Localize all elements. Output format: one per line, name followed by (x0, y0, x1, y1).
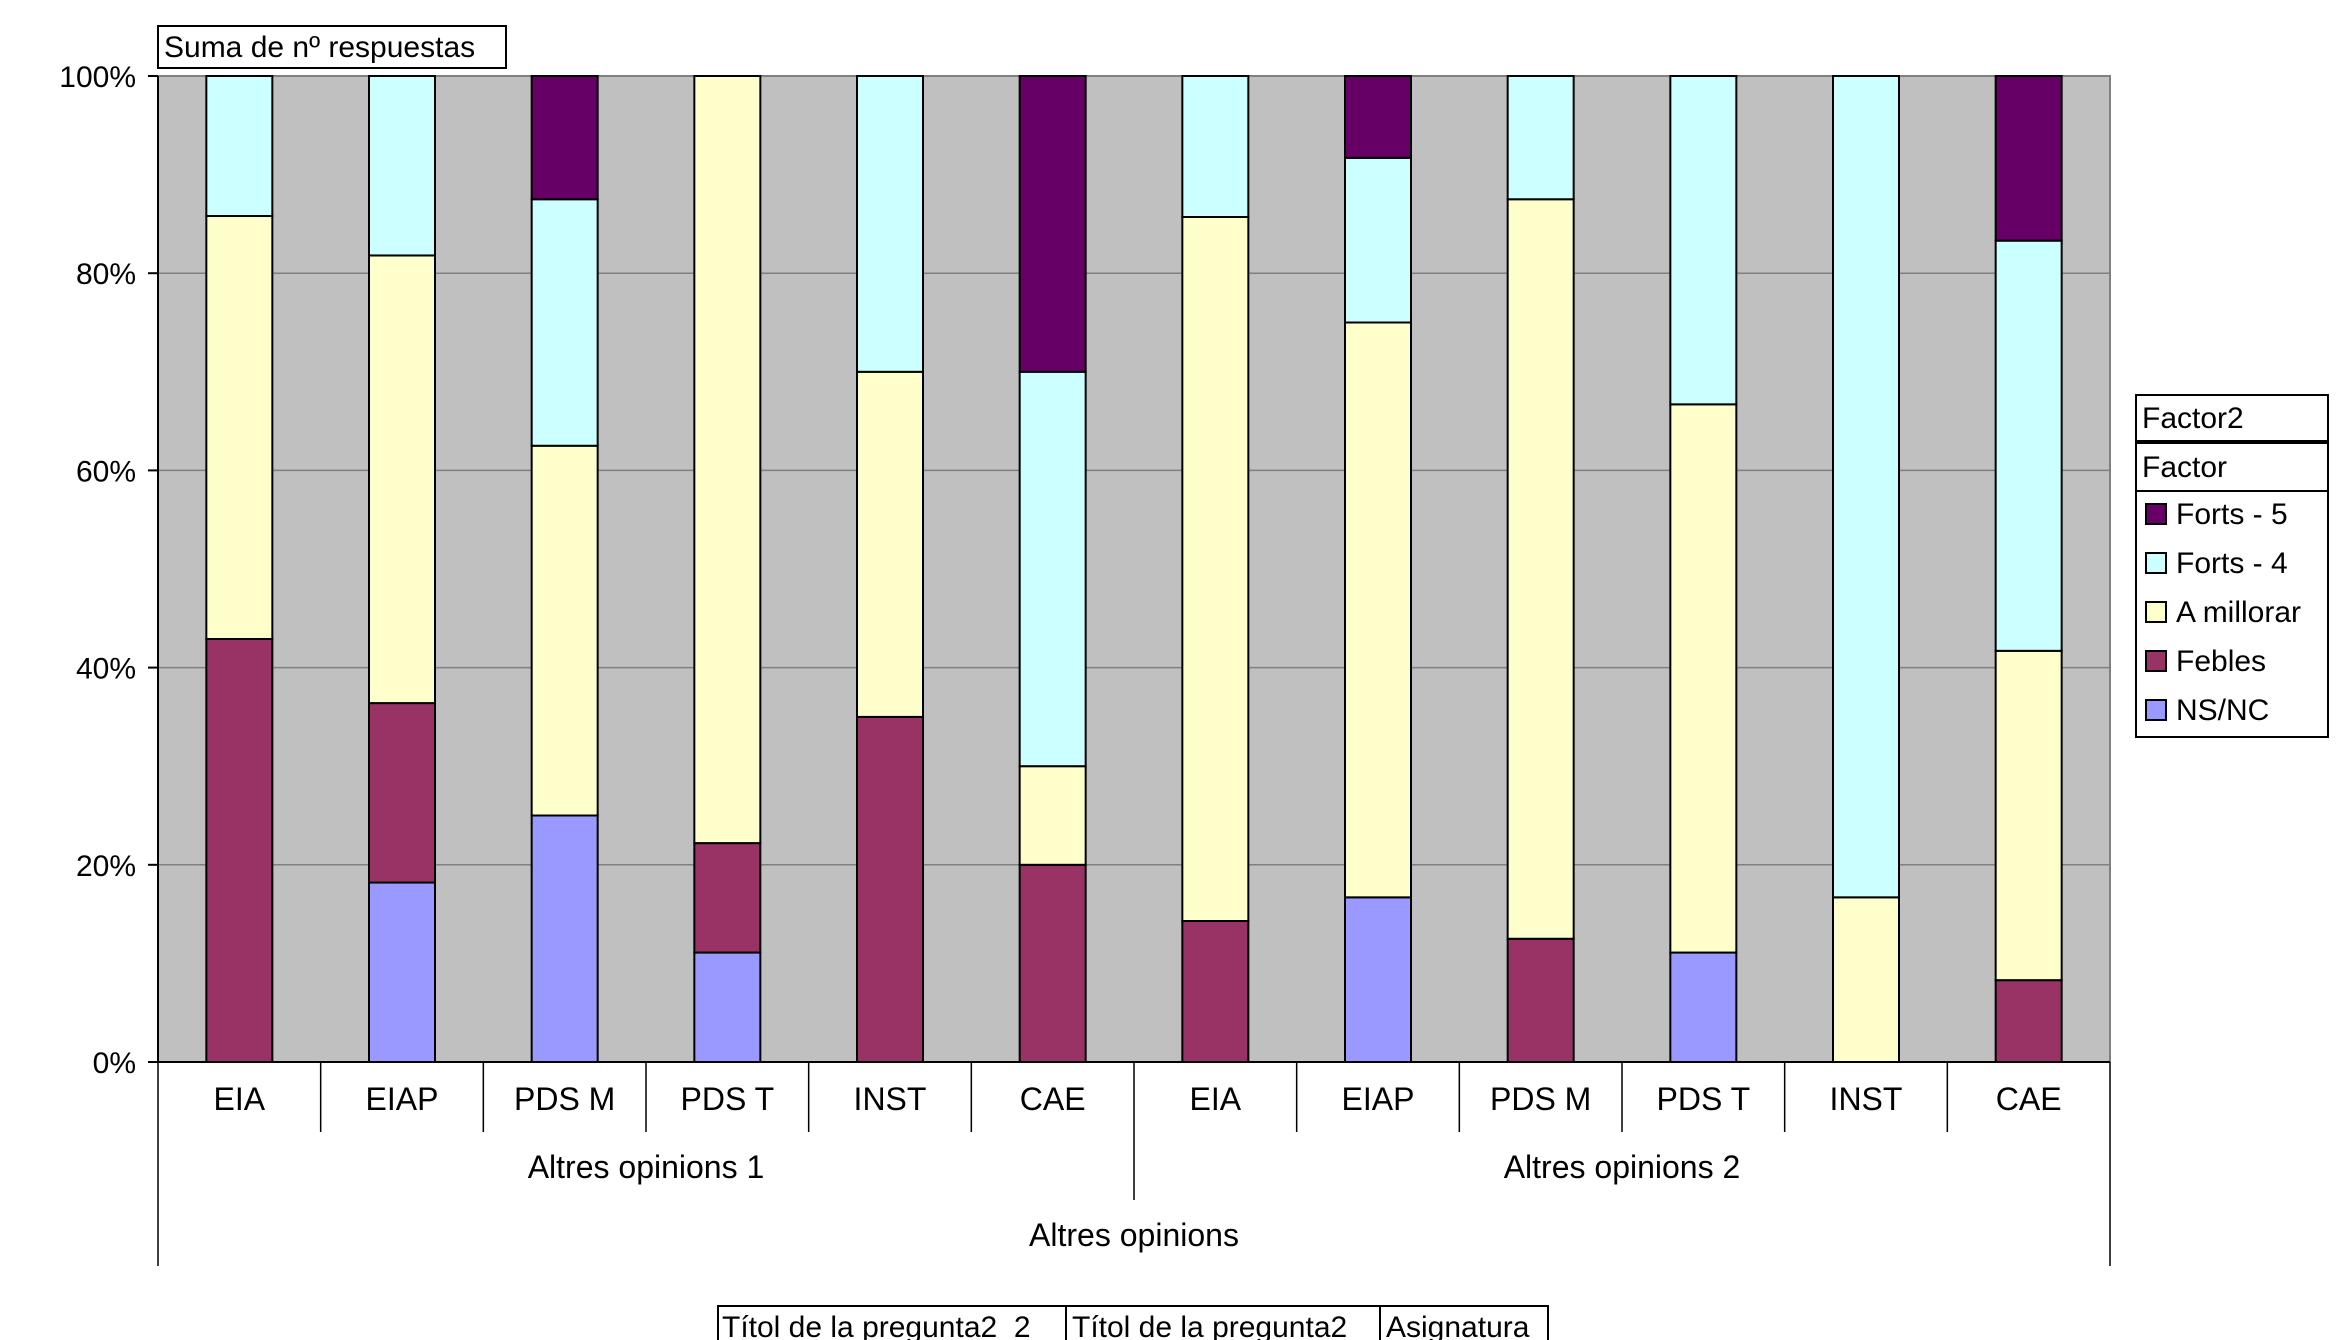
bar-segment (856, 715, 924, 1064)
bar-segment (856, 75, 924, 373)
data-field-button-label: Suma de nº respuestas (164, 31, 475, 64)
bar-segment (1344, 896, 1412, 1064)
bar-segment (1181, 75, 1250, 218)
x-tick-label: CAE (1996, 1081, 2062, 1117)
row-field-button-1[interactable] (717, 1305, 1067, 1340)
y-tick-label: 20% (76, 850, 136, 883)
legend-title: Factor (2142, 451, 2227, 484)
bar-segment (368, 254, 436, 705)
legend-entry-label: Forts - 5 (2176, 498, 2288, 531)
bar-segment (1506, 198, 1575, 940)
x-group-label: Altres opinions 2 (1504, 1149, 1741, 1185)
legend: Factor2 Factor Forts - 5 Forts - 4 A millo… (2135, 394, 2329, 738)
bar-segment (1994, 649, 2063, 982)
bar-segment (530, 75, 599, 201)
bar-segment (1018, 863, 1087, 1063)
legend-entry-label: Forts - 4 (2176, 547, 2288, 580)
x-tick-label: INST (1830, 1081, 1903, 1117)
data-field-button[interactable]: Suma de nº respuestas (157, 25, 507, 69)
x-tick-label: INST (854, 1081, 927, 1117)
y-tick-label: 40% (76, 653, 136, 686)
y-axis: 0% 20% 40% 60% 80% 100% (59, 61, 159, 1080)
row-field-button-3[interactable] (1379, 1305, 1549, 1340)
bar-segment (530, 444, 599, 817)
legend-entry-label: NS/NC (2176, 694, 2269, 727)
x-outer-group-label: Altres opinions (1029, 1217, 1239, 1253)
legend-swatch (2145, 699, 2167, 721)
bar-segment (205, 638, 274, 1063)
x-tick-label: EIAP (366, 1081, 439, 1117)
bar-segment (205, 75, 274, 218)
bar-segment (1344, 75, 1412, 159)
bar-segment (1994, 979, 2063, 1063)
row-field-buttons: Títol de la pregunta2_2 Títol de la preg… (717, 1305, 1549, 1340)
bar-segment (205, 215, 274, 641)
bar-segment (1181, 215, 1250, 923)
x-tick-label: PDS T (1657, 1081, 1751, 1117)
bar-segment (1669, 403, 1738, 954)
legend-header-button-label: Factor2 (2142, 402, 2244, 435)
bar-segment (1018, 75, 1087, 373)
legend-swatch (2145, 503, 2167, 525)
bar-segment (856, 370, 924, 718)
bar-segment (693, 842, 762, 954)
x-tick-label: PDS M (514, 1081, 615, 1117)
x-group-label: Altres opinions 1 (528, 1149, 765, 1185)
bar-segment (1506, 937, 1575, 1063)
x-tick-label: PDS M (1490, 1081, 1591, 1117)
legend-header-button[interactable] (2135, 394, 2329, 442)
gridlines (158, 272, 2110, 866)
bar-segment (368, 881, 436, 1063)
bar-segment (368, 75, 436, 257)
y-tick-label: 80% (76, 258, 136, 291)
bar-segment (368, 702, 436, 884)
x-tick-label: EIA (214, 1081, 266, 1117)
bar-segment (1994, 239, 2063, 652)
y-tick-label: 100% (59, 61, 136, 94)
bar-segment (530, 814, 599, 1063)
x-tick-label: EIAP (1342, 1081, 1415, 1117)
row-field-button-2-label: Títol de la pregunta2 (1072, 1311, 1347, 1340)
bar-segment (1506, 75, 1575, 201)
bar-segment (693, 951, 762, 1064)
y-tick-label: 0% (93, 1047, 136, 1080)
y-tick-label: 60% (76, 455, 136, 488)
bars (205, 75, 2063, 1064)
legend-swatch (2145, 552, 2167, 574)
bar-segment (1344, 321, 1412, 899)
plot-area (157, 75, 2111, 1063)
x-tick-label: CAE (1020, 1081, 1086, 1117)
legend-swatch (2145, 601, 2167, 623)
x-tick-label: EIA (1190, 1081, 1242, 1117)
bar-segment (1669, 951, 1738, 1064)
bar-segment (1669, 75, 1738, 406)
legend-entry-label: A millorar (2176, 596, 2301, 629)
legend-entry-label: Febles (2176, 645, 2266, 678)
row-field-button-3-label: Asignatura (1386, 1311, 1530, 1340)
bar-segment (1994, 75, 2063, 242)
bar-segment (1832, 75, 1900, 899)
legend-swatch (2145, 650, 2167, 672)
bar-segment (1344, 156, 1412, 324)
row-field-button-1-label: Títol de la pregunta2_2 (722, 1311, 1031, 1340)
bar-segment (693, 75, 762, 845)
bar-segment (1181, 920, 1250, 1064)
x-axis: EIA EIAP PDS M PDS T INST CAE EIA EIAP PDS M PDS … (157, 1061, 2111, 1266)
bar-segment (1832, 896, 1900, 1064)
x-tick-label: PDS T (681, 1081, 775, 1117)
legend-box (2135, 442, 2329, 738)
bar-segment (1018, 370, 1087, 768)
bar-segment (530, 198, 599, 447)
bar-segment (1018, 765, 1087, 866)
